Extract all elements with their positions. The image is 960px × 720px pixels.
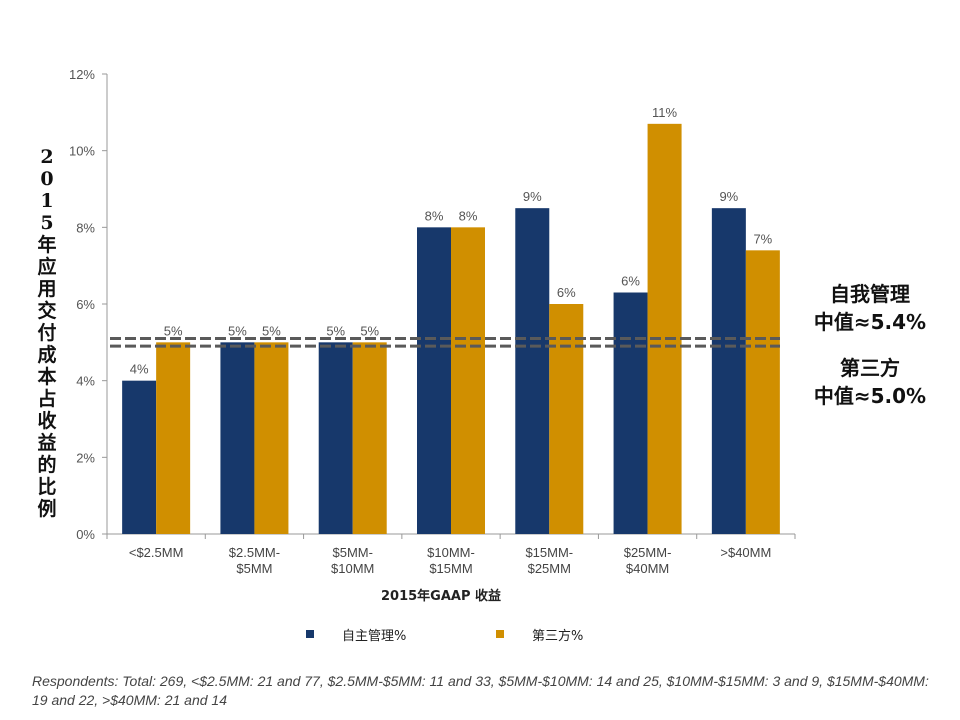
x-category-label: <$2.5MM	[129, 545, 184, 560]
data-label-self-managed: 9%	[719, 189, 738, 204]
x-category-label: $10MM-	[427, 545, 475, 560]
data-label-self-managed: 8%	[425, 208, 444, 223]
y-tick-label: 10%	[69, 144, 95, 159]
bar-self-managed	[417, 227, 451, 535]
bar-self-managed	[122, 380, 157, 534]
x-axis-label: 2015年GAAP 收益	[381, 588, 501, 604]
bar-third-party	[451, 227, 485, 535]
bar-third-party	[549, 304, 584, 534]
data-label-third-party: 5%	[360, 323, 379, 338]
data-label-third-party: 8%	[459, 208, 478, 223]
data-label-third-party: 5%	[164, 323, 183, 338]
data-label-self-managed: 5%	[326, 323, 345, 338]
self-median-value: 中值≈5.4%	[813, 310, 927, 334]
y-tick-label: 4%	[76, 374, 95, 389]
data-label-self-managed: 6%	[621, 274, 640, 289]
data-label-self-managed: 9%	[523, 189, 542, 204]
third-median-value: 中值≈5.0%	[813, 384, 927, 408]
x-category-label: $15MM-	[525, 545, 573, 560]
self-median-title: 自我管理	[830, 282, 910, 306]
legend-item-self-managed: 自主管理%	[306, 622, 406, 646]
bar-third-party	[745, 250, 780, 535]
legend-swatch-self-managed	[306, 630, 314, 638]
x-category-label: $40MM	[626, 561, 669, 576]
bar-self-managed	[711, 208, 746, 534]
data-label-third-party: 7%	[753, 231, 772, 246]
x-category-label: $5MM	[236, 561, 272, 576]
bar-self-managed	[515, 208, 550, 534]
bar-self-managed	[318, 342, 353, 534]
legend-label-self-managed: 自主管理%	[342, 628, 407, 644]
data-label-third-party: 11%	[652, 105, 677, 120]
y-tick-label: 12%	[69, 67, 95, 82]
y-tick-label: 8%	[76, 220, 95, 235]
respondents-footnote: Respondents: Total: 269, <$2.5MM: 21 and…	[32, 673, 929, 708]
y-axis-label: 2015年应用交付成本占收益的比例	[37, 146, 57, 520]
x-category-label: $25MM	[528, 561, 571, 576]
y-tick-label: 6%	[76, 297, 95, 312]
bar-third-party	[156, 342, 191, 534]
x-category-label: $15MM	[429, 561, 472, 576]
bar-third-party	[352, 342, 387, 534]
data-label-third-party: 5%	[262, 323, 281, 338]
legend-label-third-party: 第三方%	[532, 628, 584, 644]
bar-third-party	[647, 123, 682, 534]
data-label-self-managed: 4%	[130, 362, 149, 377]
third-party-median-annotation: 第三方 中值≈5.0%	[795, 354, 945, 410]
data-label-self-managed: 5%	[228, 323, 247, 338]
bar-self-managed	[220, 342, 255, 534]
x-category-label: $10MM	[331, 561, 374, 576]
bar-self-managed	[613, 292, 648, 534]
x-category-label: $25MM-	[624, 545, 672, 560]
y-tick-label: 2%	[76, 450, 95, 465]
data-label-third-party: 6%	[557, 285, 576, 300]
x-category-label: >$40MM	[720, 545, 771, 560]
legend-item-third-party: 第三方%	[496, 622, 583, 646]
third-median-title: 第三方	[840, 356, 900, 380]
self-managed-median-annotation: 自我管理 中值≈5.4%	[795, 280, 945, 336]
x-category-label: $2.5MM-	[229, 545, 280, 560]
legend-swatch-third-party	[496, 630, 504, 638]
x-category-label: $5MM-	[332, 545, 372, 560]
y-tick-label: 0%	[76, 527, 95, 542]
bar-third-party	[254, 342, 289, 534]
